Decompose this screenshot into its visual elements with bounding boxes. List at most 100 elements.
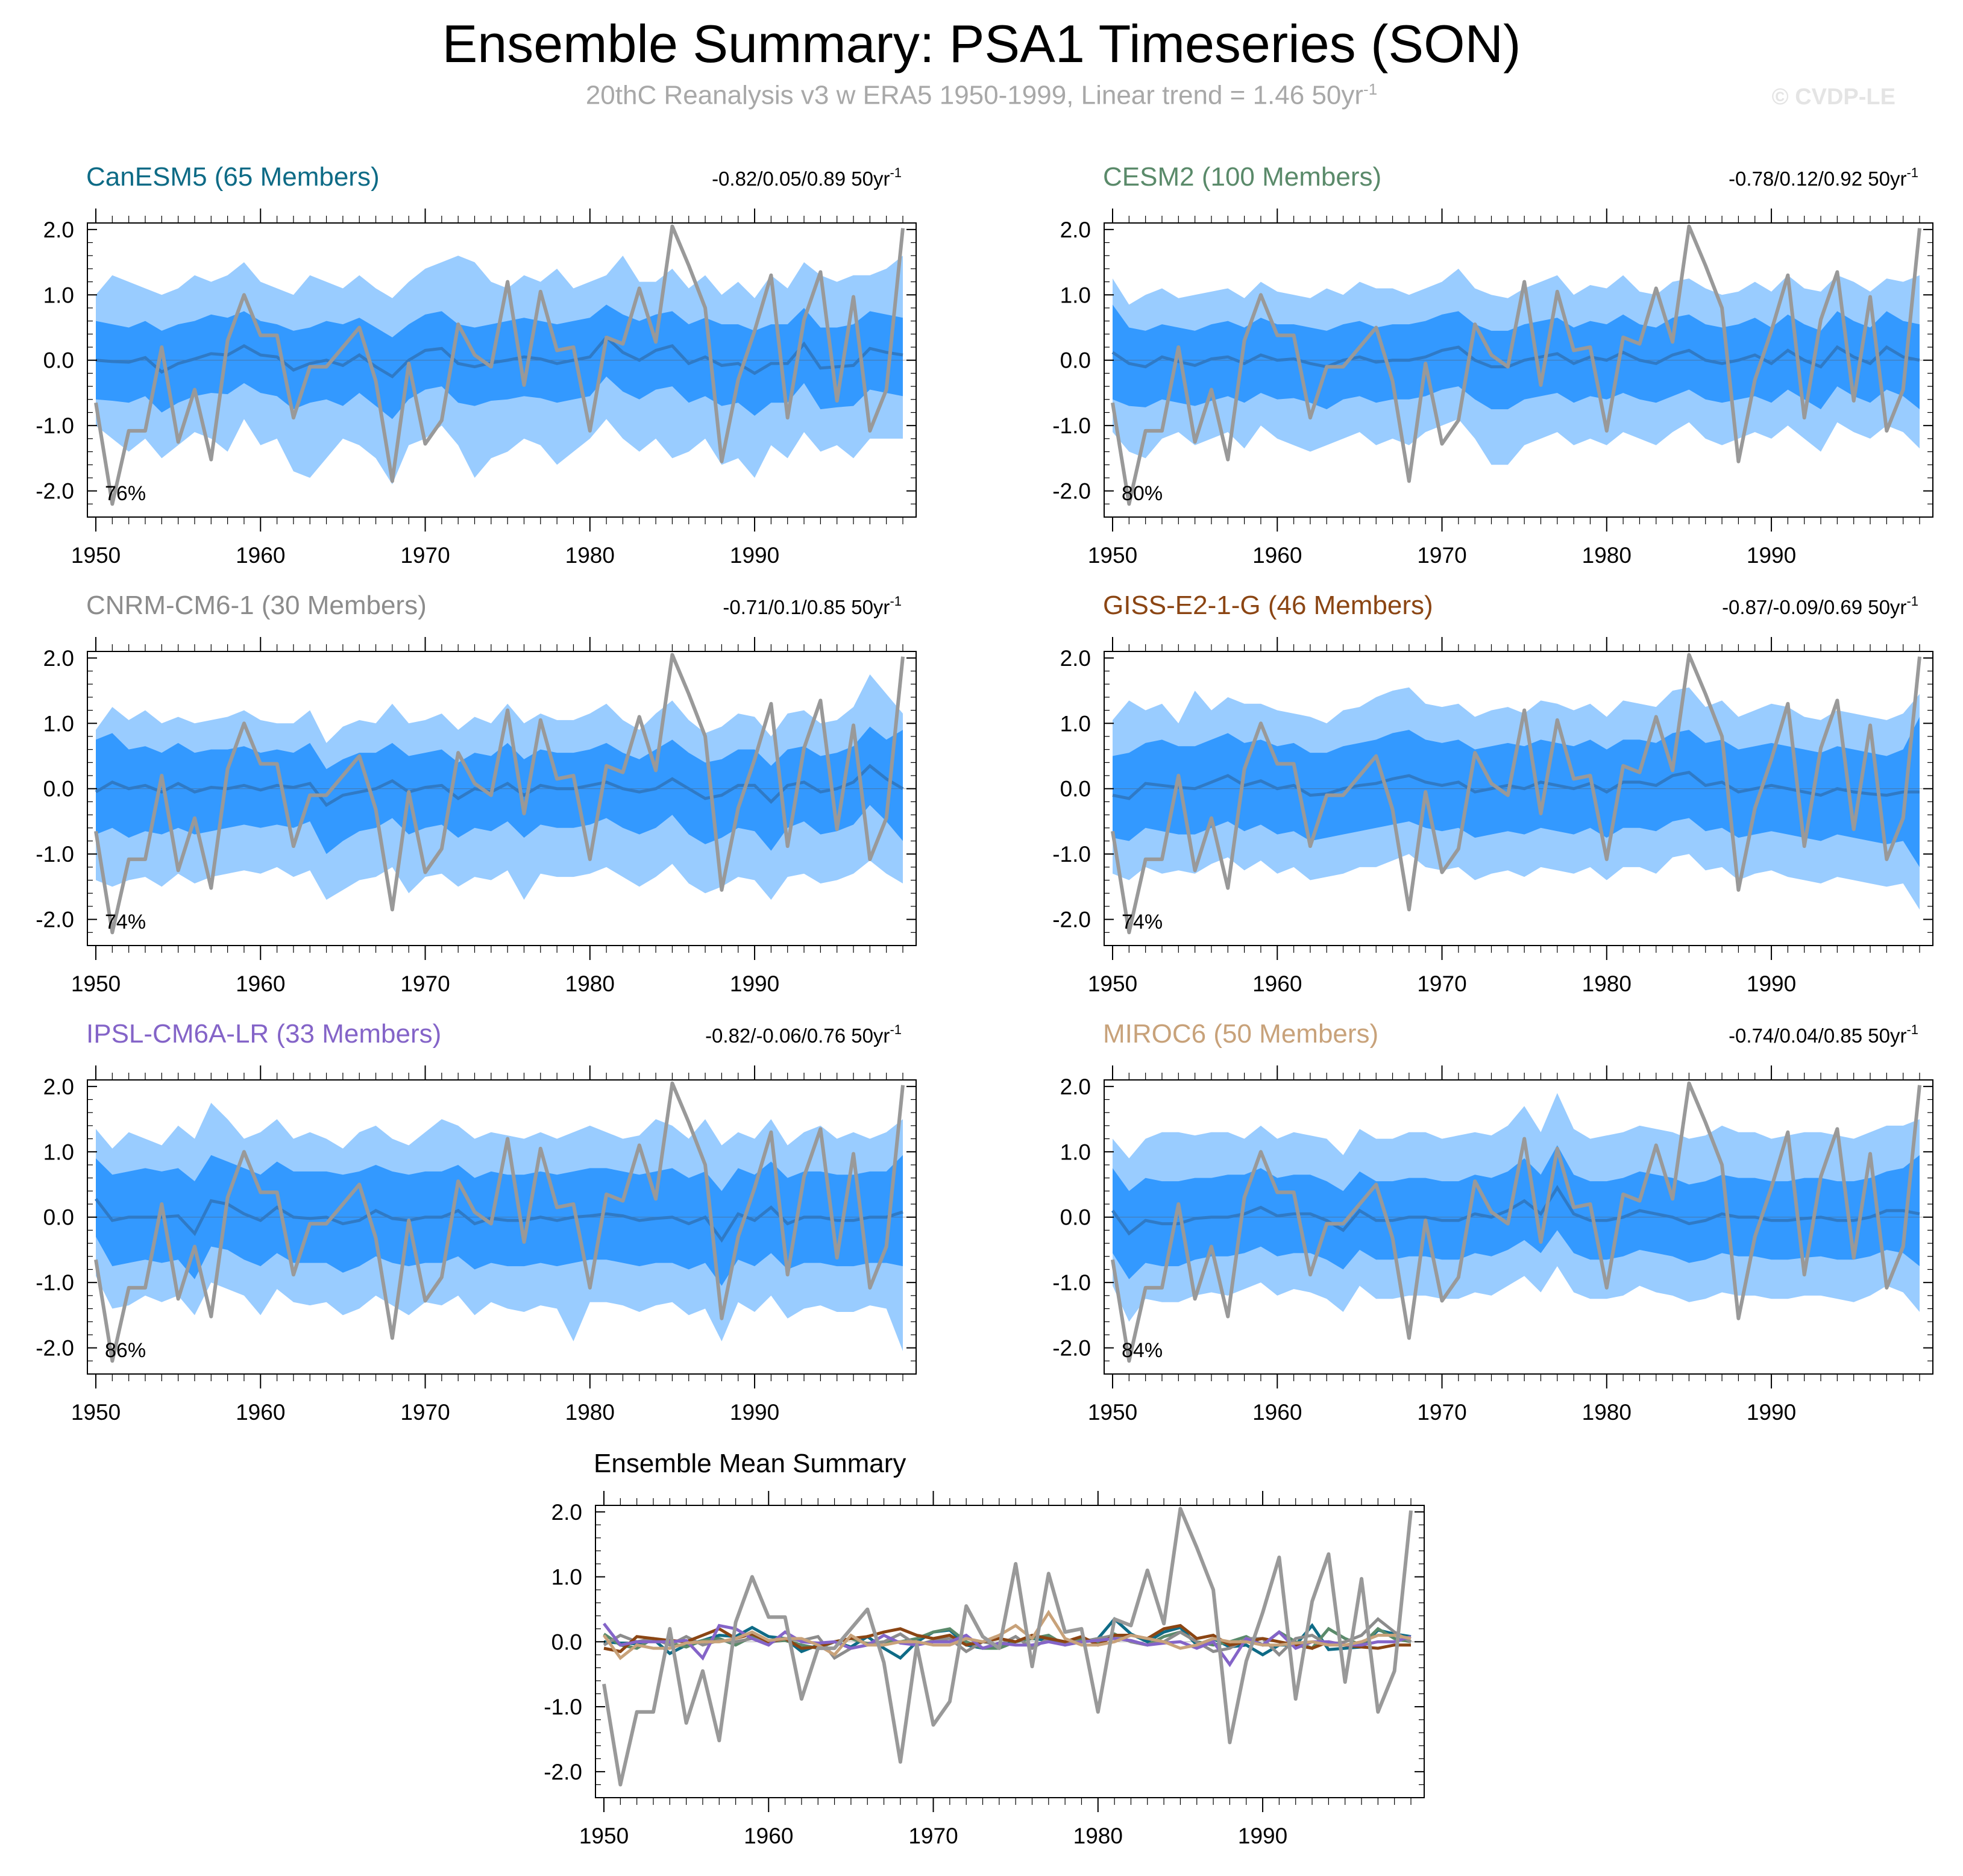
panel-title: IPSL-CM6A-LR (33 Members) <box>86 1019 441 1049</box>
panel-stats-sup: -1 <box>890 165 902 180</box>
model-mean-line-5 <box>603 1622 1412 1667</box>
x-tick-label: 1950 <box>1088 1400 1137 1425</box>
ensemble-mean-line <box>95 764 904 808</box>
observed-line <box>1111 1081 1921 1363</box>
x-tick-label: 1970 <box>1417 543 1466 568</box>
plot-frame <box>1104 1079 1933 1375</box>
panel-stats: -0.78/0.12/0.92 50yr-1 <box>1729 165 1918 190</box>
panel-stats-sup: -1 <box>1906 1022 1918 1037</box>
y-tick-label: 0.0 <box>43 348 74 373</box>
y-tick-label: 2.0 <box>1060 1074 1091 1099</box>
ensemble-mean-line <box>1112 770 1920 800</box>
panel-stats-text: -0.87/-0.09/0.69 50yr <box>1722 596 1906 618</box>
x-tick-label: 1970 <box>1417 971 1466 996</box>
watermark: © CVDP-LE <box>1771 84 1895 110</box>
inner-spread-band <box>1113 304 1920 410</box>
ensemble-mean-line <box>95 335 903 378</box>
x-tick-label: 1990 <box>1747 543 1796 568</box>
y-tick-label: 0.0 <box>1060 348 1091 373</box>
y-tick-label: 2.0 <box>43 1074 74 1099</box>
x-tick-label: 1980 <box>565 971 615 996</box>
percent-label: 86% <box>105 1339 146 1362</box>
panel-title: CNRM-CM6-1 (30 Members) <box>86 591 427 620</box>
x-tick-label: 1960 <box>744 1824 793 1848</box>
panel-title: GISS-E2-1-G (46 Members) <box>1103 591 1433 620</box>
ensemble-mean-line <box>1111 1185 1920 1236</box>
percent-label: 76% <box>105 482 146 505</box>
y-tick-label: 1.0 <box>1060 1140 1091 1164</box>
y-tick-label: 1.0 <box>551 1565 582 1590</box>
x-tick-label: 1950 <box>71 1400 121 1425</box>
panel-1: -2.0 -1.0 0.0 1.0 2.0 1950 1960 1970 1980 1990 Can… <box>36 162 917 568</box>
y-tick-label: 2.0 <box>1060 646 1091 671</box>
x-tick-label: 1970 <box>400 971 450 996</box>
panel-stats-sup: -1 <box>890 594 902 609</box>
panel-title: CanESM5 (65 Members) <box>86 162 380 192</box>
ensemble-mean-line <box>1111 345 1920 369</box>
panel-7: -2.0 -1.0 0.0 1.0 2.0 1950 1960 1970 1980 1990 Ens… <box>544 1449 1425 1848</box>
panel-stats: -0.74/0.04/0.85 50yr-1 <box>1729 1022 1918 1047</box>
plot-frame <box>87 1079 917 1375</box>
plot-frame <box>595 1505 1425 1798</box>
observed-line <box>1111 653 1921 935</box>
panel-3: -2.0 -1.0 0.0 1.0 2.0 1950 1960 1970 1980 1990 CNR… <box>36 591 917 996</box>
y-tick-label: 0.0 <box>1060 1205 1091 1230</box>
panel-stats-sup: -1 <box>1906 594 1918 609</box>
y-tick-label: -2.0 <box>36 1336 74 1361</box>
y-tick-label: 0.0 <box>43 777 74 802</box>
panel-stats-text: -0.78/0.12/0.92 50yr <box>1729 168 1906 190</box>
x-tick-label: 1970 <box>400 543 450 568</box>
x-tick-label: 1980 <box>1582 1400 1632 1425</box>
ensemble-mean-line <box>95 1197 903 1243</box>
x-tick-label: 1950 <box>71 543 121 568</box>
y-tick-label: -2.0 <box>544 1760 582 1784</box>
plot-frame <box>87 222 917 518</box>
x-tick-label: 1950 <box>71 971 121 996</box>
panel-5: -2.0 -1.0 0.0 1.0 2.0 1950 1960 1970 1980 1990 IPS… <box>36 1019 917 1425</box>
y-tick-label: -1.0 <box>1052 1270 1091 1295</box>
figure-title: Ensemble Summary: PSA1 Timeseries (SON) <box>442 14 1521 74</box>
subtitle-sup: -1 <box>1363 80 1378 98</box>
y-tick-label: -1.0 <box>1052 413 1091 438</box>
x-tick-label: 1970 <box>1417 1400 1466 1425</box>
y-tick-label: 1.0 <box>1060 283 1091 307</box>
x-tick-label: 1990 <box>730 543 779 568</box>
observed-line <box>602 1507 1413 1787</box>
x-tick-label: 1990 <box>730 1400 779 1425</box>
y-tick-label: -1.0 <box>1052 842 1091 867</box>
panel-stats-text: -0.71/0.1/0.85 50yr <box>723 596 890 618</box>
y-tick-label: -1.0 <box>36 1270 74 1295</box>
panel-6: -2.0 -1.0 0.0 1.0 2.0 1950 1960 1970 1980 1990 MIR… <box>1052 1019 1933 1425</box>
x-tick-label: 1970 <box>400 1400 450 1425</box>
panel-stats: -0.82/-0.06/0.76 50yr-1 <box>705 1022 902 1047</box>
x-tick-label: 1970 <box>908 1824 958 1848</box>
inner-spread-band <box>96 726 903 855</box>
y-tick-label: 2.0 <box>1060 218 1091 242</box>
y-tick-label: 0.0 <box>551 1630 582 1654</box>
observed-line <box>94 653 905 935</box>
subtitle-text: 20thC Reanalysis v3 w ERA5 1950-1999, Li… <box>585 80 1364 110</box>
panel-stats: -0.82/0.05/0.89 50yr-1 <box>712 165 902 190</box>
x-tick-label: 1980 <box>1582 543 1632 568</box>
y-tick-label: 1.0 <box>1060 711 1091 736</box>
y-tick-label: -2.0 <box>36 479 74 504</box>
y-tick-label: 1.0 <box>43 283 74 307</box>
figure-subtitle: 20thC Reanalysis v3 w ERA5 1950-1999, Li… <box>0 80 1963 111</box>
panel-stats-sup: -1 <box>1906 165 1918 180</box>
panel-title: CESM2 (100 Members) <box>1103 162 1381 192</box>
panel-title: Ensemble Mean Summary <box>594 1449 906 1478</box>
y-tick-label: -2.0 <box>1052 908 1091 932</box>
observed-line <box>94 1081 905 1363</box>
panel-stats: -0.87/-0.09/0.69 50yr-1 <box>1722 594 1918 618</box>
y-tick-label: -2.0 <box>1052 479 1091 504</box>
y-tick-label: 1.0 <box>43 1140 74 1164</box>
x-tick-label: 1960 <box>236 1400 285 1425</box>
plot-frame <box>1104 651 1933 946</box>
x-tick-label: 1980 <box>565 1400 615 1425</box>
plot-frame <box>1104 222 1933 518</box>
y-tick-label: -1.0 <box>36 413 74 438</box>
plot-frame <box>87 651 917 946</box>
x-tick-label: 1980 <box>565 543 615 568</box>
